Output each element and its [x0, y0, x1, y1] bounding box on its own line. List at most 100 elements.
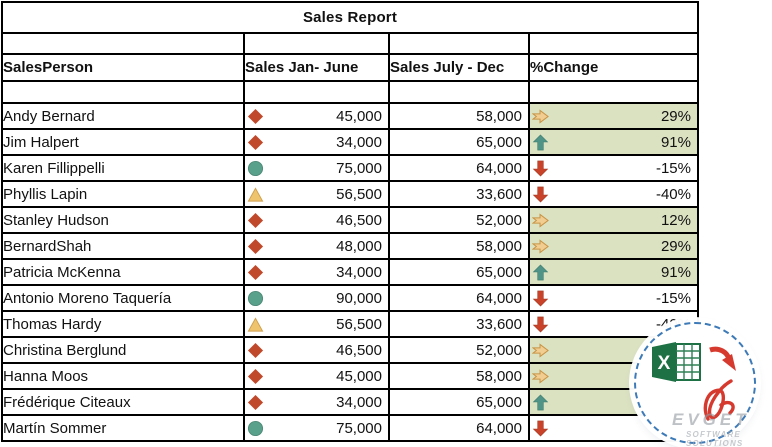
diamond-icon: [247, 368, 264, 385]
empty-cell[interactable]: [388, 32, 530, 55]
sales-july-dec-cell[interactable]: 33,600: [388, 180, 530, 208]
arrow-right-icon: [532, 368, 549, 385]
sales-jan-june-value: 46,500: [336, 341, 382, 359]
empty-cell[interactable]: [528, 80, 699, 104]
percent-change-cell[interactable]: 12%: [528, 206, 699, 234]
sales-july-dec-cell[interactable]: 64,000: [388, 284, 530, 312]
salesperson-name-cell[interactable]: Hanna Moos: [1, 362, 245, 390]
arrow-right-icon: [532, 212, 549, 229]
percent-change-cell[interactable]: 91%: [528, 128, 699, 156]
table-row: Thomas Hardy 56,500 33,600 -40%: [1, 310, 699, 338]
sales-july-dec-cell[interactable]: 64,000: [388, 154, 530, 182]
table-row: Martín Sommer 75,000 64,000 -15%: [1, 414, 699, 442]
sales-report-table: Sales Report SalesPerson Sales Jan- June…: [1, 1, 699, 442]
empty-cell[interactable]: [243, 80, 390, 104]
sales-july-dec-value: 58,000: [476, 237, 522, 255]
spacer-row: [1, 32, 699, 55]
diamond-icon: [247, 134, 264, 151]
salesperson-name-cell[interactable]: Patricia McKenna: [1, 258, 245, 286]
diamond-icon: [247, 342, 264, 359]
sales-july-dec-cell[interactable]: 65,000: [388, 388, 530, 416]
sales-jan-june-cell[interactable]: 34,000: [243, 258, 390, 286]
arrow-down-icon: [532, 420, 549, 437]
percent-change-value: -15%: [655, 159, 691, 177]
sales-july-dec-value: 52,000: [476, 211, 522, 229]
empty-cell[interactable]: [528, 32, 699, 55]
sales-july-dec-value: 64,000: [476, 159, 522, 177]
column-header-salesperson[interactable]: SalesPerson: [1, 53, 245, 82]
empty-cell[interactable]: [1, 32, 245, 55]
empty-cell[interactable]: [243, 32, 390, 55]
percent-change-value: 12%: [660, 211, 691, 229]
spacer-row: [1, 80, 699, 104]
percent-change-cell[interactable]: -15%: [528, 154, 699, 182]
percent-change-value: 91%: [660, 263, 691, 281]
sales-jan-june-value: 34,000: [336, 263, 382, 281]
sales-jan-june-cell[interactable]: 75,000: [243, 154, 390, 182]
title-row: Sales Report: [1, 1, 699, 34]
report-title: Sales Report: [1, 1, 699, 34]
sales-july-dec-cell[interactable]: 65,000: [388, 258, 530, 286]
sales-jan-june-value: 34,000: [336, 393, 382, 411]
empty-cell[interactable]: [1, 80, 245, 104]
salesperson-name-cell[interactable]: Antonio Moreno Taquería: [1, 284, 245, 312]
salesperson-name-cell[interactable]: Jim Halpert: [1, 128, 245, 156]
sales-jan-june-cell[interactable]: 46,500: [243, 336, 390, 364]
sales-jan-june-cell[interactable]: 45,000: [243, 362, 390, 390]
watermark-tagline: SOFTWARE SOLUTIONS: [686, 430, 744, 447]
sales-july-dec-cell[interactable]: 58,000: [388, 362, 530, 390]
table-row: Jim Halpert 34,000 65,000 91%: [1, 128, 699, 156]
sales-jan-june-cell[interactable]: 48,000: [243, 232, 390, 260]
salesperson-name-cell[interactable]: Martín Sommer: [1, 414, 245, 442]
salesperson-name-cell[interactable]: Karen Fillippelli: [1, 154, 245, 182]
circle-icon: [247, 420, 264, 437]
table-row: Antonio Moreno Taquería 90,000 64,000 -1…: [1, 284, 699, 312]
salesperson-name-cell[interactable]: Thomas Hardy: [1, 310, 245, 338]
sales-july-dec-value: 65,000: [476, 393, 522, 411]
sales-july-dec-cell[interactable]: 64,000: [388, 414, 530, 442]
salesperson-name-cell[interactable]: Christina Berglund: [1, 336, 245, 364]
sales-july-dec-value: 33,600: [476, 315, 522, 333]
sales-jan-june-cell[interactable]: 34,000: [243, 388, 390, 416]
sales-jan-june-cell[interactable]: 56,500: [243, 180, 390, 208]
salesperson-name-cell[interactable]: Stanley Hudson: [1, 206, 245, 234]
percent-change-cell[interactable]: -15%: [528, 284, 699, 312]
svg-text:X: X: [658, 353, 671, 374]
table-row: BernardShah 48,000 58,000 29%: [1, 232, 699, 260]
sales-jan-june-cell[interactable]: 46,500: [243, 206, 390, 234]
salesperson-name-cell[interactable]: Phyllis Lapin: [1, 180, 245, 208]
empty-cell[interactable]: [388, 80, 530, 104]
sales-july-dec-cell[interactable]: 33,600: [388, 310, 530, 338]
percent-change-cell[interactable]: 29%: [528, 102, 699, 130]
sales-jan-june-cell[interactable]: 90,000: [243, 284, 390, 312]
salesperson-name-cell[interactable]: Frédérique Citeaux: [1, 388, 245, 416]
percent-change-cell[interactable]: 29%: [528, 232, 699, 260]
table-body: Andy Bernard 45,000 58,000 29% Jim Halpe…: [1, 102, 699, 442]
sales-july-dec-cell[interactable]: 52,000: [388, 206, 530, 234]
table-row: Hanna Moos 45,000 58,000 29%: [1, 362, 699, 390]
sales-jan-june-value: 45,000: [336, 367, 382, 385]
excel-icon: X: [652, 342, 701, 382]
table-row: Frédérique Citeaux 34,000 65,000 91%: [1, 388, 699, 416]
percent-change-value: 91%: [660, 133, 691, 151]
diamond-icon: [247, 264, 264, 281]
percent-change-cell[interactable]: 91%: [528, 258, 699, 286]
sales-jan-june-cell[interactable]: 56,500: [243, 310, 390, 338]
sales-jan-june-cell[interactable]: 75,000: [243, 414, 390, 442]
sales-july-dec-cell[interactable]: 58,000: [388, 232, 530, 260]
arrow-down-icon: [532, 316, 549, 333]
sales-jan-june-cell[interactable]: 34,000: [243, 128, 390, 156]
sales-jan-june-cell[interactable]: 45,000: [243, 102, 390, 130]
column-header-sales-jan-june[interactable]: Sales Jan- June: [243, 53, 390, 82]
column-header-percent-change[interactable]: %Change: [528, 53, 699, 82]
sales-july-dec-cell[interactable]: 65,000: [388, 128, 530, 156]
column-header-sales-july-dec[interactable]: Sales July - Dec: [388, 53, 530, 82]
watermark-circle: X: [634, 322, 756, 444]
salesperson-name-cell[interactable]: Andy Bernard: [1, 102, 245, 130]
salesperson-name-cell[interactable]: BernardShah: [1, 232, 245, 260]
sales-july-dec-cell[interactable]: 52,000: [388, 336, 530, 364]
sales-jan-june-value: 56,500: [336, 185, 382, 203]
sales-jan-june-value: 45,000: [336, 107, 382, 125]
percent-change-cell[interactable]: -40%: [528, 180, 699, 208]
sales-july-dec-cell[interactable]: 58,000: [388, 102, 530, 130]
